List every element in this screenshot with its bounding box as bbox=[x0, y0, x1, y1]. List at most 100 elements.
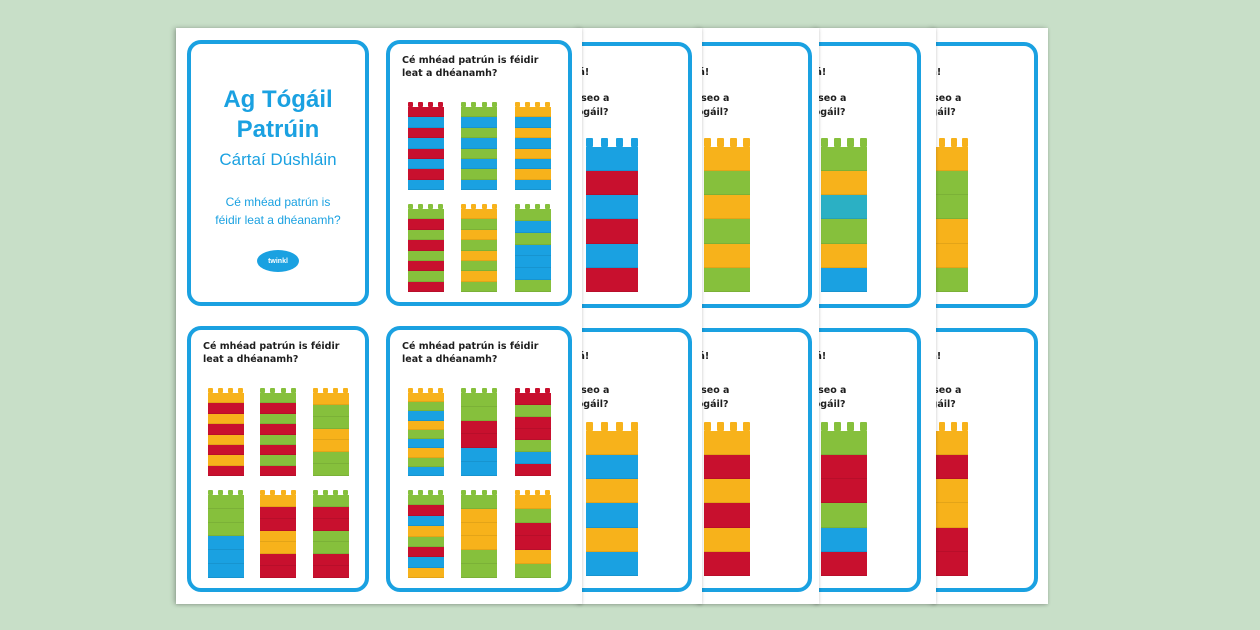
title-line-1: Ag Tógáil bbox=[223, 86, 333, 113]
brick-red bbox=[586, 219, 638, 244]
tower-crown bbox=[461, 490, 497, 495]
brick-stud bbox=[524, 204, 530, 209]
brick-green bbox=[461, 550, 497, 565]
brick-green bbox=[407, 209, 444, 220]
small-block-tower bbox=[514, 388, 551, 476]
brick-red bbox=[260, 403, 296, 414]
brick-green bbox=[207, 495, 244, 509]
brick-stud bbox=[491, 388, 497, 393]
brick-orange bbox=[704, 431, 750, 456]
brick-stud bbox=[217, 388, 223, 393]
small-block-tower bbox=[260, 490, 296, 578]
brick-orange bbox=[461, 209, 497, 220]
brick-red bbox=[514, 464, 551, 476]
brick-stud bbox=[417, 102, 423, 107]
card-fragment-3: hógáil? bbox=[578, 107, 609, 118]
brick-green bbox=[312, 416, 349, 429]
brick-stud bbox=[743, 138, 750, 147]
brick-green bbox=[407, 229, 444, 241]
tower-crown bbox=[932, 422, 968, 431]
card-fragment-1: ilá! bbox=[698, 351, 710, 362]
brick-green bbox=[821, 219, 867, 244]
small-block-tower bbox=[407, 204, 444, 292]
brick-blue bbox=[407, 138, 444, 149]
brick-stud bbox=[730, 422, 737, 431]
brick-green bbox=[312, 404, 349, 417]
brick-blue bbox=[407, 515, 444, 527]
tower-grid bbox=[390, 44, 568, 302]
brick-red bbox=[312, 566, 349, 578]
brick-green bbox=[260, 413, 296, 425]
brick-stud bbox=[417, 388, 423, 393]
brick-red bbox=[407, 127, 444, 139]
brick-orange bbox=[514, 148, 551, 159]
brick-blue bbox=[407, 158, 444, 170]
brick-stud bbox=[333, 490, 339, 495]
tower-card-bottom: ilá! lat túr mar seo a hógáil? bbox=[578, 328, 692, 592]
brick-green bbox=[461, 169, 497, 180]
brick-stud bbox=[270, 490, 276, 495]
brick-red bbox=[821, 551, 867, 576]
brick-stud bbox=[481, 102, 487, 107]
brick-red bbox=[514, 393, 551, 405]
brick-orange bbox=[514, 495, 551, 509]
brick-stud bbox=[428, 102, 434, 107]
brick-orange bbox=[461, 536, 497, 551]
brick-orange bbox=[514, 169, 551, 180]
brick-stud bbox=[481, 204, 487, 209]
brick-red bbox=[260, 424, 296, 435]
brick-orange bbox=[312, 440, 349, 453]
brick-red bbox=[461, 434, 497, 449]
brick-red bbox=[514, 522, 551, 537]
tower-crown bbox=[704, 138, 750, 147]
brick-stud bbox=[428, 388, 434, 393]
brick-stud bbox=[238, 490, 244, 495]
small-block-tower bbox=[514, 490, 551, 578]
brick-stud bbox=[630, 422, 638, 431]
small-block-tower bbox=[461, 490, 497, 578]
brick-green bbox=[932, 267, 968, 292]
brick-red bbox=[514, 416, 551, 429]
brick-green bbox=[407, 495, 444, 506]
card-fragment-2: lat túr mar seo a bbox=[578, 93, 610, 104]
brick-green bbox=[461, 564, 497, 578]
brick-green bbox=[260, 393, 296, 404]
block-tower bbox=[704, 138, 750, 292]
brick-red bbox=[932, 455, 968, 480]
brick-stud bbox=[717, 422, 724, 431]
brick-stud bbox=[545, 102, 551, 107]
brick-blue bbox=[586, 147, 638, 172]
brick-orange bbox=[260, 495, 296, 507]
brick-green bbox=[932, 171, 968, 196]
pattern-grid-card: Cé mhéad patrún is féidir leat a dhéanam… bbox=[386, 326, 572, 592]
card-fragment-2: lat túr mar seo a bbox=[698, 93, 730, 104]
brick-green bbox=[514, 404, 551, 417]
brick-blue bbox=[407, 466, 444, 476]
tower-crown bbox=[407, 204, 444, 209]
brick-green bbox=[461, 240, 497, 251]
brick-stud bbox=[514, 204, 520, 209]
brick-blue bbox=[514, 220, 551, 233]
brick-orange bbox=[260, 530, 296, 543]
brick-orange bbox=[461, 508, 497, 523]
brick-stud bbox=[461, 102, 467, 107]
brick-green bbox=[461, 406, 497, 421]
card-fragment-2: lat túr mar seo a bbox=[698, 385, 730, 396]
brick-stud bbox=[428, 204, 434, 209]
brick-orange bbox=[312, 428, 349, 441]
tower-card-top: ilá! lat túr mar seo a hógáil? bbox=[815, 42, 921, 308]
brick-stud bbox=[743, 422, 750, 431]
brick-red bbox=[461, 420, 497, 435]
brick-orange bbox=[704, 147, 750, 172]
block-tower bbox=[586, 422, 638, 576]
brick-stud bbox=[514, 490, 520, 495]
worksheet-page-4: ilá! lat túr mar seo a hógáil? ilá! lat … bbox=[815, 28, 936, 604]
brick-red bbox=[260, 518, 296, 531]
brick-stud bbox=[730, 138, 737, 147]
brick-blue bbox=[461, 138, 497, 149]
brick-orange bbox=[704, 527, 750, 552]
card-fragment-3: hógáil? bbox=[698, 107, 729, 118]
brick-orange bbox=[514, 127, 551, 139]
brick-green bbox=[407, 402, 444, 412]
title-card: Ag Tógáil Patrúin Cártaí Dúshláin Cé mhé… bbox=[187, 40, 369, 306]
